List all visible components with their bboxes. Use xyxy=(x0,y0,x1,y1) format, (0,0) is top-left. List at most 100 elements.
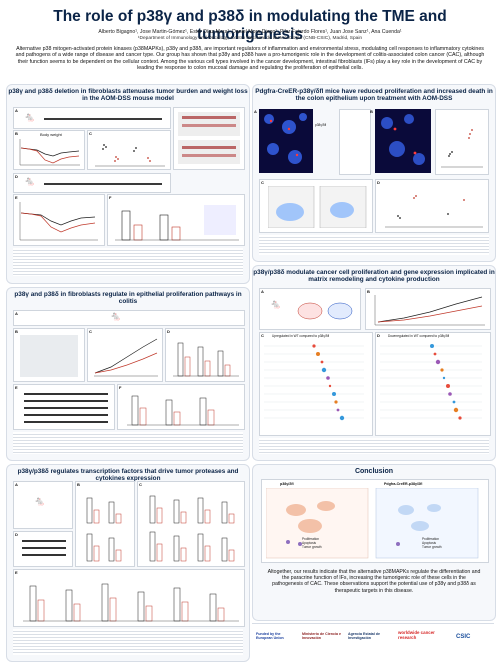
caption-s1 xyxy=(13,248,243,276)
panel-label: A xyxy=(261,289,264,294)
panel-s5-d: D xyxy=(13,531,73,567)
section-4: p38γ/p38δ modulate cancer cell prolifera… xyxy=(252,265,496,461)
mouse-icon: 🐁 xyxy=(110,311,122,321)
panel-s1-c: C xyxy=(87,130,171,170)
left-list-item: Tumor growth xyxy=(302,544,322,549)
aei-logo: Agencia Estatal de Investigación xyxy=(348,632,380,640)
section-5-title: p38γ/p38δ regulates transcription factor… xyxy=(17,468,239,483)
eu-logo: Funded by the European Union xyxy=(256,632,284,640)
panel-s2-c: C xyxy=(259,179,373,233)
panel-s1-d: D 🐁 xyxy=(13,173,171,193)
conclusion-scheme xyxy=(266,488,479,559)
panel-label: D xyxy=(15,174,18,179)
expression-bars xyxy=(173,342,239,377)
tumor-scatter xyxy=(95,144,165,167)
panel-s4-a: A 🐁 xyxy=(259,288,361,330)
panel-s4-d: D Downregulated in WT compared to p38γ/δ… xyxy=(375,332,491,436)
panel-label: E xyxy=(15,195,18,200)
growth-line-chart xyxy=(94,338,158,377)
right-list-item: Proliferation xyxy=(422,537,440,541)
panel-label: C xyxy=(89,329,92,334)
panel-s2-b-plot xyxy=(435,109,489,175)
panel-label: B xyxy=(367,289,370,294)
panel-s3-b: B xyxy=(13,328,85,382)
panel-s2-b: B xyxy=(370,109,431,173)
panel-s5-c: C xyxy=(137,481,245,567)
ki67-stain xyxy=(264,113,307,164)
western-blot-2 xyxy=(22,540,66,556)
caption-s2 xyxy=(259,235,489,255)
proliferation-line-chart xyxy=(374,295,485,326)
panel-label: F xyxy=(109,195,112,200)
panel-label: A xyxy=(15,108,18,113)
mouse-icon: 🐁 xyxy=(24,176,36,186)
conclusion-text: Altogether, our results indicate that th… xyxy=(267,569,481,594)
panel-s1-b: B Body weight xyxy=(13,130,85,170)
panel-label: B xyxy=(15,329,18,334)
poster-title: The role of p38γ and p38δ in modulating … xyxy=(53,8,447,43)
conclusion-right-list: Proliferation Apoptosis Tumor growth xyxy=(422,537,442,549)
panel-s3-e: E xyxy=(13,384,115,430)
panel-s1-plate xyxy=(173,107,245,170)
flow-cytometry xyxy=(268,186,367,228)
section-3-title: p38γ and p38δ in fibroblasts regulate in… xyxy=(14,291,242,306)
panel-label: C xyxy=(89,131,92,136)
panel-s3-d: D xyxy=(165,328,245,382)
mouse-icon: 🐁 xyxy=(34,496,46,506)
downregulated-title: Downregulated in WT compared to p38γ/δfl xyxy=(388,334,450,338)
panel-s2-a-plot xyxy=(339,109,371,175)
panel-label: D xyxy=(167,329,170,334)
panel-label: A xyxy=(15,482,18,487)
panel-s3-a: A 🐁 xyxy=(13,310,245,326)
timeline-bar xyxy=(44,183,162,185)
affiliation: ¹Department of Immunology and Oncology, … xyxy=(137,36,363,41)
left-list-item: Proliferation xyxy=(302,537,320,541)
panel-label: C xyxy=(139,482,142,487)
panel-s2-a-wt-label: p38γ/δfl xyxy=(315,123,327,127)
panel-s5-a: A 🐁 xyxy=(13,481,73,529)
wcr-logo: worldwide cancer research xyxy=(398,630,435,640)
caption-s4 xyxy=(259,438,489,454)
conclusion-left-label: p38γ/δfl xyxy=(280,482,294,486)
panel-s5-e: E xyxy=(13,569,245,627)
panel-s5-b: B xyxy=(75,481,135,567)
western-blot xyxy=(24,393,108,423)
panel-s1-e: E xyxy=(13,194,105,246)
quantification-bars xyxy=(127,395,239,426)
apoptosis-scatter xyxy=(385,195,483,228)
right-list-item: Apoptosis xyxy=(422,540,436,545)
panel-label: D xyxy=(377,333,380,338)
panel-s4-c: C Upregulated in WT compared to p38γ/δfl xyxy=(259,332,373,436)
weight-line-chart xyxy=(19,139,80,166)
tunel-scatter xyxy=(441,129,483,168)
upregulated-title: Upregulated in WT compared to p38γ/δfl xyxy=(272,334,330,338)
section-2-title: Pdgfra-CreER-p38γ/δfl mice have reduced … xyxy=(255,88,493,103)
panel-label: C xyxy=(261,180,264,185)
section-3: p38γ and p38δ in fibroblasts regulate in… xyxy=(6,287,250,461)
funding-bar: Funded by the European Union Ministerio … xyxy=(252,623,494,662)
caption-s5 xyxy=(13,629,243,655)
panel-s3-f: F xyxy=(117,384,245,430)
tunel-stain xyxy=(381,114,425,165)
mouse-icon: 🐁 xyxy=(270,299,282,309)
dish-diagram xyxy=(297,302,353,320)
body-weight-label: Body weight xyxy=(40,132,62,137)
mouse-icon: 🐁 xyxy=(24,112,36,122)
section-2: Pdgfra-CreER-p38γ/δfl mice have reduced … xyxy=(252,84,496,262)
abstract: Alternative p38 mitogen-activated protei… xyxy=(15,46,485,72)
csic-logo: CSIC xyxy=(456,634,471,640)
tumor-bars xyxy=(115,205,239,241)
caption-s3 xyxy=(13,432,243,454)
panel-label: B xyxy=(370,109,373,114)
right-list-item: Tumor growth xyxy=(422,544,442,549)
panel-label: E xyxy=(15,385,18,390)
section-5: p38γ/p38δ regulates transcription factor… xyxy=(6,464,250,662)
panel-label: A xyxy=(15,311,18,316)
colon-images xyxy=(178,112,240,164)
weight-line-chart-2 xyxy=(19,202,98,241)
fibroblast-image xyxy=(20,335,78,377)
panel-label: A xyxy=(254,109,257,114)
panel-s3-c: C xyxy=(87,328,163,382)
cytokine-bars xyxy=(23,583,239,622)
panel-label: C xyxy=(261,333,264,338)
